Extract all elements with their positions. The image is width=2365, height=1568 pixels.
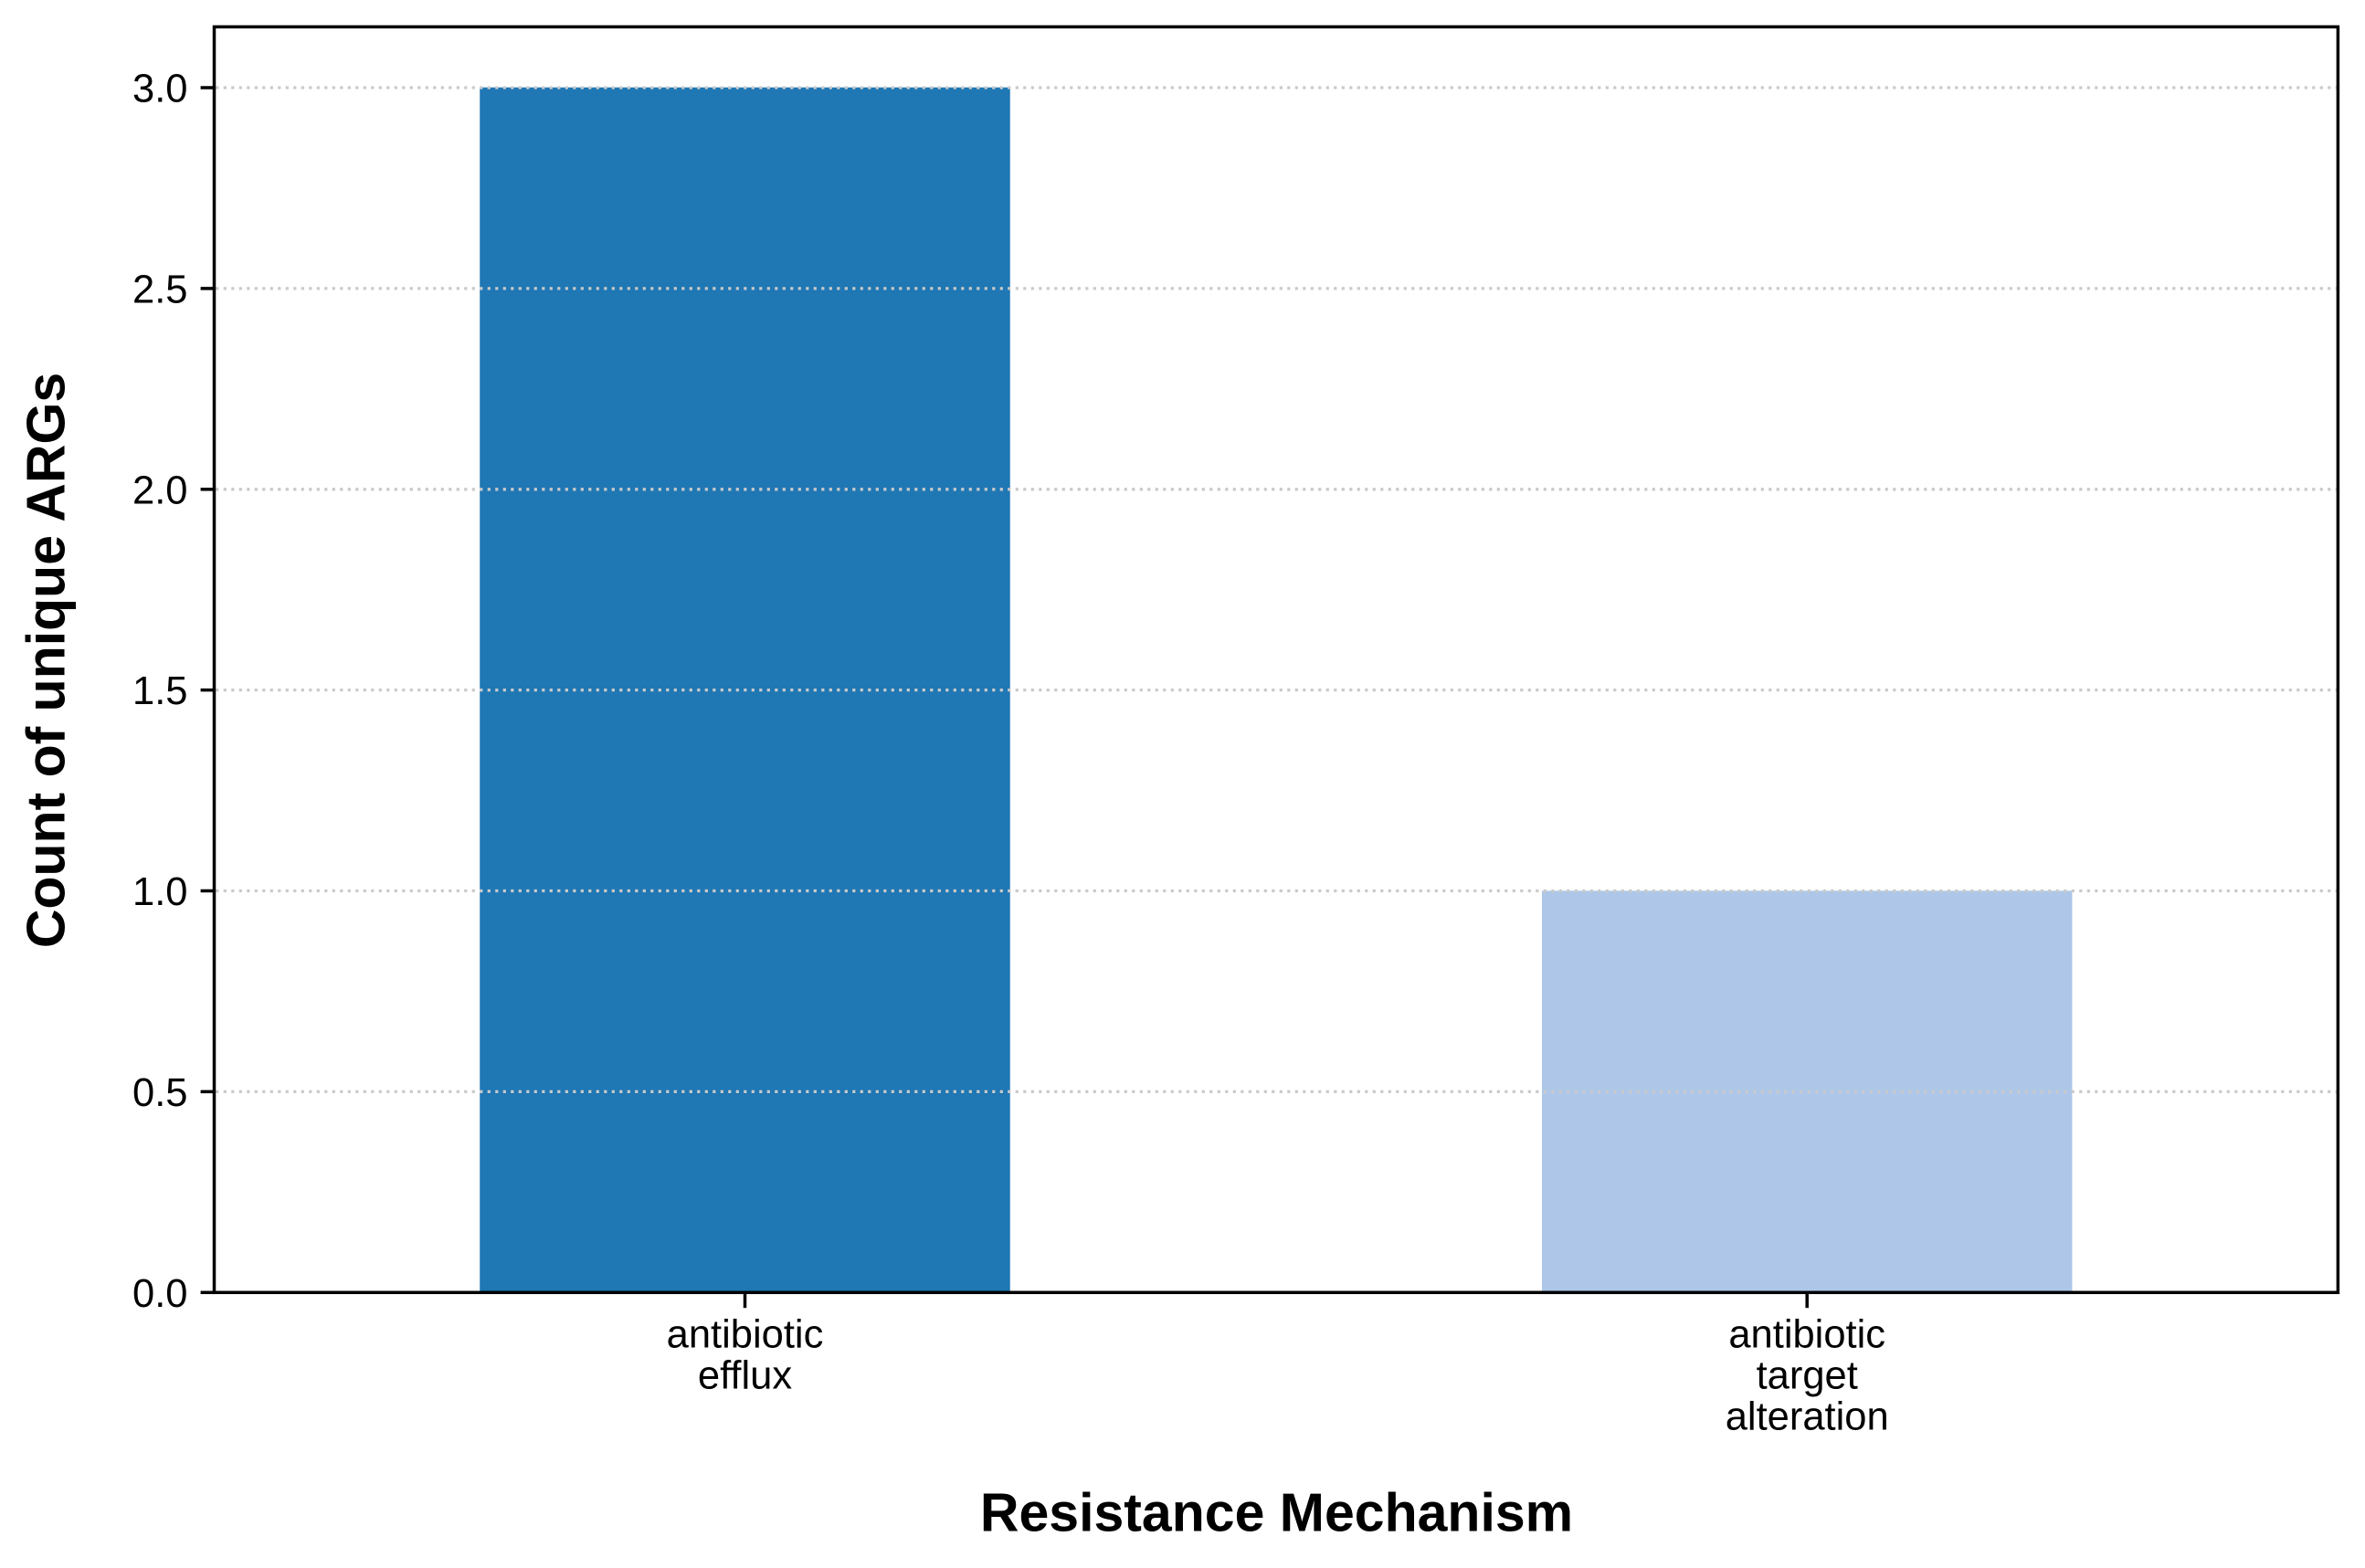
svg-text:0.5: 0.5 — [132, 1071, 187, 1115]
svg-text:1.5: 1.5 — [132, 669, 187, 713]
svg-text:antibiotic: antibiotic — [1728, 1313, 1885, 1357]
svg-text:alteration: alteration — [1726, 1395, 1889, 1439]
svg-text:antibiotic: antibiotic — [667, 1313, 824, 1357]
svg-text:efflux: efflux — [698, 1354, 792, 1398]
svg-text:1.0: 1.0 — [132, 870, 187, 914]
svg-text:2.0: 2.0 — [132, 468, 187, 512]
svg-text:target: target — [1757, 1354, 1858, 1398]
svg-text:Count of unique ARGs: Count of unique ARGs — [16, 373, 77, 948]
svg-text:0.0: 0.0 — [132, 1272, 187, 1316]
svg-text:Resistance Mechanism: Resistance Mechanism — [980, 1483, 1573, 1543]
svg-text:3.0: 3.0 — [132, 68, 187, 111]
svg-text:2.5: 2.5 — [132, 268, 187, 311]
